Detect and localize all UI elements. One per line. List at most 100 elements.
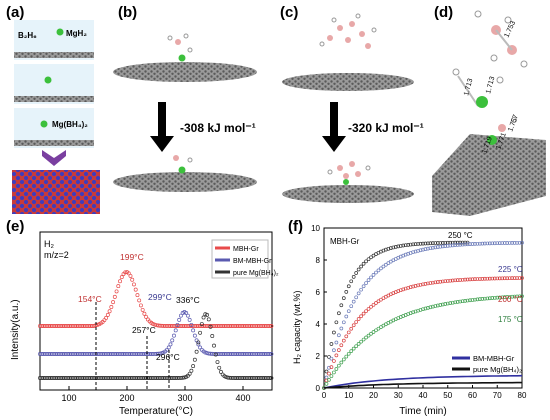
data-point: [376, 268, 381, 273]
h-atom: [187, 47, 193, 53]
data-point: [361, 261, 366, 266]
data-point: [346, 284, 351, 289]
data-point: [344, 289, 349, 294]
data-point: [517, 294, 522, 299]
data-point: [418, 282, 423, 287]
data-point: [191, 364, 196, 369]
data-point: [413, 284, 418, 288]
data-point: [341, 357, 346, 362]
data-point: [483, 276, 487, 281]
b-atom: [173, 155, 179, 161]
data-point: [111, 300, 116, 305]
data-point: [267, 352, 272, 356]
data-point: [423, 247, 428, 251]
data-point: [517, 276, 522, 280]
data-point: [428, 241, 433, 246]
data-point: [450, 243, 455, 248]
data-point: [440, 279, 445, 284]
data-point: [269, 376, 274, 380]
data-point: [351, 275, 356, 279]
series-label: 225 °C: [498, 265, 523, 274]
data-point: [159, 351, 164, 356]
data-point: [510, 276, 514, 280]
data-point: [332, 370, 336, 375]
data-point: [213, 352, 218, 357]
data-point: [502, 241, 507, 245]
data-point: [178, 313, 183, 318]
peak-label: 299°C: [148, 292, 172, 302]
data-point: [421, 241, 425, 246]
x-tick-label: 70: [493, 391, 502, 400]
data-point: [332, 348, 336, 353]
b-atom: [175, 39, 181, 45]
x-axis-label: Temperature(°C): [119, 406, 193, 417]
x-tick-label: 60: [468, 391, 477, 400]
data-point: [433, 241, 438, 245]
data-point: [354, 271, 359, 275]
data-point: [507, 241, 512, 245]
bond-length-label: 1.713: [485, 76, 496, 95]
data-point: [374, 270, 378, 275]
legend-item: pure Mg(BH₄)₂: [233, 270, 279, 277]
data-point: [361, 311, 366, 316]
data-point: [196, 340, 201, 345]
data-point: [334, 353, 339, 358]
data-point: [198, 330, 203, 335]
y-tick-label: 2: [316, 352, 321, 361]
data-point: [369, 255, 373, 260]
data-point: [490, 276, 495, 281]
y-tick-label: 6: [316, 288, 321, 297]
data-point: [492, 241, 497, 246]
data-point: [354, 344, 359, 349]
data-point: [433, 280, 438, 285]
data-point: [495, 276, 500, 281]
data-point: [440, 302, 445, 307]
panel-label-f: (f): [288, 218, 303, 235]
data-point: [445, 279, 450, 283]
data-point: [423, 306, 428, 311]
data-point: [346, 330, 351, 335]
panel-label-a: (a): [6, 4, 25, 21]
data-point: [480, 277, 485, 281]
series-label: 250 °C: [448, 231, 473, 240]
data-point: [398, 244, 403, 248]
data-point: [411, 284, 415, 289]
data-point: [344, 314, 349, 319]
data-point: [421, 282, 425, 287]
data-point: [438, 279, 443, 284]
data-point: [418, 248, 423, 253]
data-point: [492, 295, 497, 300]
data-point: [416, 242, 420, 246]
data-point: [128, 273, 133, 278]
data-point: [126, 271, 131, 276]
data-point: [329, 374, 334, 378]
data-point: [366, 278, 371, 282]
data-point: [455, 300, 460, 304]
data-point: [351, 323, 356, 328]
data-point: [428, 281, 433, 285]
data-point: [478, 277, 482, 281]
x-tick-label: 30: [394, 391, 403, 400]
data-point: [187, 371, 192, 376]
data-point: [267, 376, 272, 380]
peak-label: 199°C: [120, 252, 144, 262]
onset-label: 257°C: [132, 325, 156, 335]
graphene-sheet: [113, 62, 257, 82]
x-tick-label: 200: [119, 393, 134, 403]
data-point: [393, 245, 398, 249]
data-point: [443, 302, 448, 306]
data-point: [192, 333, 197, 338]
data-point: [138, 303, 143, 308]
h-atom: [187, 157, 193, 163]
data-point: [364, 259, 368, 264]
x-tick-label: 40: [419, 391, 428, 400]
gas-label: H₂: [44, 239, 54, 249]
data-point: [470, 298, 475, 302]
x-tick-label: 0: [322, 391, 327, 400]
data-point: [468, 242, 472, 246]
h-atom: [167, 35, 173, 41]
data-point: [206, 317, 211, 322]
data-point: [212, 343, 216, 348]
data-point: [497, 241, 502, 245]
data-point: [359, 287, 363, 292]
